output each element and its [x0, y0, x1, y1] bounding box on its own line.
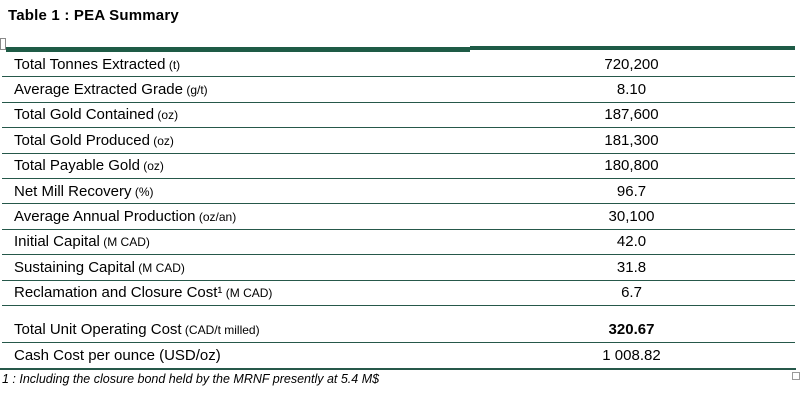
- row-label-text: Reclamation and Closure Cost¹: [14, 284, 223, 302]
- row-unit: (CAD/t milled): [181, 322, 260, 337]
- row-value: 6.7: [621, 284, 642, 302]
- row-value: 187,600: [604, 106, 659, 124]
- row-label: Total Payable Gold (oz): [2, 157, 164, 174]
- table-row: Total Gold Produced (oz) 181,300: [2, 128, 795, 154]
- table-title: Table 1 : PEA Summary: [8, 7, 179, 24]
- table-header-bar-right: [470, 46, 795, 50]
- row-label-text: Net Mill Recovery: [14, 182, 132, 200]
- row-unit: (M CAD): [99, 235, 150, 250]
- row-label: Total Tonnes Extracted (t): [2, 56, 180, 73]
- row-value: 720,200: [604, 55, 659, 73]
- table-header-bar-left: [6, 47, 470, 52]
- row-value: 181,300: [604, 131, 659, 149]
- table-row: Total Unit Operating Cost (CAD/t milled)…: [2, 317, 795, 343]
- row-label-text: Cash Cost per ounce: [14, 347, 155, 365]
- row-value: 42.0: [616, 233, 647, 251]
- row-value: 30,100: [608, 208, 655, 226]
- row-unit: (oz): [149, 133, 174, 148]
- table-row: Average Annual Production (oz/an) 30,100: [2, 204, 795, 230]
- footnote: 1 : Including the closure bond held by t…: [2, 372, 380, 386]
- row-label-text: Total Payable Gold: [14, 157, 140, 175]
- table-bottom-border: [0, 368, 796, 370]
- row-label: Initial Capital (M CAD): [2, 233, 150, 250]
- row-label-text: Total Gold Produced: [14, 131, 150, 149]
- row-label-text: Total Unit Operating Cost: [14, 320, 182, 338]
- row-label: Total Gold Contained (oz): [2, 106, 178, 123]
- row-label: Net Mill Recovery (%): [2, 183, 154, 200]
- row-label-text: Average Annual Production: [14, 208, 196, 226]
- row-unit: (M CAD): [134, 260, 185, 275]
- table-row: Total Payable Gold (oz) 180,800: [2, 154, 795, 179]
- row-unit: (oz/an): [195, 210, 237, 225]
- row-label-text: Average Extracted Grade: [14, 81, 183, 99]
- row-unit: (t): [165, 57, 181, 72]
- table-resize-handle-icon[interactable]: [792, 372, 800, 380]
- row-label: Average Annual Production (oz/an): [2, 208, 236, 225]
- table-row: Initial Capital (M CAD) 42.0: [2, 230, 795, 256]
- row-unit: (%): [131, 184, 154, 199]
- row-label: Sustaining Capital (M CAD): [2, 259, 185, 276]
- row-unit: (USD/oz): [154, 347, 221, 365]
- row-unit: (g/t): [182, 83, 208, 98]
- row-label-text: Sustaining Capital: [14, 258, 135, 276]
- row-value: 96.7: [616, 182, 647, 200]
- table-row: Reclamation and Closure Cost¹ (M CAD) 6.…: [2, 281, 795, 306]
- row-unit: (M CAD): [222, 286, 273, 301]
- table-row: Total Gold Contained (oz) 187,600: [2, 103, 795, 129]
- table-row: Total Tonnes Extracted (t) 720,200: [2, 52, 795, 78]
- row-label: Reclamation and Closure Cost¹ (M CAD): [2, 284, 272, 301]
- row-label: Total Unit Operating Cost (CAD/t milled): [2, 321, 260, 338]
- text-cursor-artifact: [0, 38, 6, 50]
- row-value: 1 008.82: [602, 347, 661, 365]
- table-row: Net Mill Recovery (%) 96.7: [2, 179, 795, 205]
- row-label: Cash Cost per ounce (USD/oz): [2, 347, 221, 364]
- row-label-text: Initial Capital: [14, 233, 100, 251]
- blank-row: [2, 306, 795, 317]
- row-label: Average Extracted Grade (g/t): [2, 81, 208, 98]
- table-row: Average Extracted Grade (g/t) 8.10: [2, 77, 795, 103]
- table-row: Sustaining Capital (M CAD) 31.8: [2, 255, 795, 281]
- row-value: 320.67: [608, 320, 655, 338]
- row-value: 8.10: [616, 81, 647, 99]
- pea-summary-table: Total Tonnes Extracted (t) 720,200 Avera…: [2, 52, 795, 369]
- row-label-text: Total Gold Contained: [14, 106, 155, 124]
- row-label: Total Gold Produced (oz): [2, 132, 174, 149]
- row-label-text: Total Tonnes Extracted: [14, 55, 166, 73]
- row-value: 31.8: [616, 258, 647, 276]
- row-unit: (oz): [154, 108, 179, 123]
- table-row: Cash Cost per ounce (USD/oz) 1 008.82: [2, 343, 795, 369]
- row-value: 180,800: [604, 157, 659, 175]
- row-unit: (oz): [139, 159, 164, 174]
